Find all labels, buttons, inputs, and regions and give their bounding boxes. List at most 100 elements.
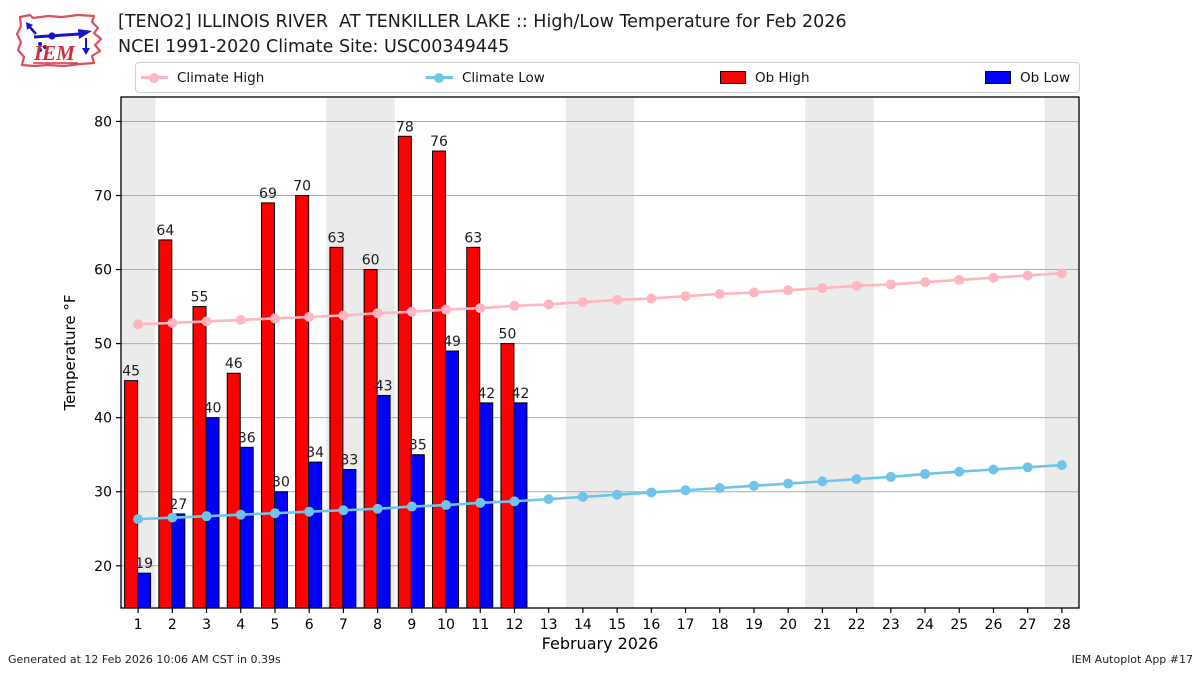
iem-logo: IEM — [15, 13, 103, 68]
climate-high-marker — [167, 317, 178, 328]
ob-high-label-day-5: 69 — [259, 186, 277, 202]
climate-low-marker — [817, 476, 828, 487]
climate-high-line — [138, 271, 1062, 326]
x-tick-label: 11 — [471, 617, 489, 633]
x-tick-label: 23 — [882, 617, 900, 633]
ob-high-label-day-4: 46 — [225, 356, 243, 372]
ob-low-bar-day-2 — [171, 513, 186, 609]
climate-low-marker — [920, 468, 931, 479]
climate-high-marker — [406, 306, 417, 317]
y-tick-label: 80 — [94, 114, 112, 130]
climate-high-marker — [851, 280, 862, 291]
climate-high-marker — [920, 277, 931, 288]
ob-high-label-day-11: 63 — [464, 230, 482, 246]
ob-low-label-day-5: 30 — [272, 475, 290, 491]
legend-item-ob-low: Ob Low — [985, 63, 1070, 92]
climate-high-marker — [783, 285, 794, 296]
climate-low-marker — [509, 496, 520, 507]
climate-low-marker — [1056, 460, 1067, 471]
climate-high-marker — [1056, 268, 1067, 279]
y-tick-label: 50 — [94, 337, 112, 353]
climate-low-line — [138, 463, 1062, 521]
ob-low-label-day-8: 43 — [375, 378, 393, 394]
climate-low-marker — [475, 497, 486, 508]
climate-high-marker — [748, 287, 759, 298]
ob-high-bar-day-7 — [329, 246, 344, 609]
ob-high-bar-day-1 — [124, 380, 139, 609]
ob-low-bar-day-10 — [445, 350, 460, 609]
climate-high-marker — [475, 303, 486, 314]
ob-low-label-day-4: 36 — [238, 430, 256, 446]
x-tick-label: 12 — [506, 617, 524, 633]
ob-low-bar-day-6 — [308, 461, 323, 609]
x-tick-label: 6 — [305, 617, 314, 633]
x-tick-label: 8 — [373, 617, 382, 633]
weekend-band — [805, 97, 840, 608]
x-tick-label: 9 — [407, 617, 416, 633]
climate-high-marker — [269, 313, 280, 324]
ob-low-label-day-11: 42 — [477, 386, 495, 402]
x-tick-label: 13 — [540, 617, 558, 633]
legend-label: Ob Low — [1020, 69, 1071, 86]
title-block: [TENO2] ILLINOIS RIVER AT TENKILLER LAKE… — [118, 10, 847, 60]
climate-low-marker — [406, 501, 417, 512]
legend-item-climate-high: Climate High — [141, 63, 264, 92]
climate-low-marker — [543, 494, 554, 505]
climate-high-marker — [612, 294, 623, 305]
y-tick-label: 70 — [94, 188, 112, 204]
ob-high-label-day-1: 45 — [122, 364, 140, 380]
climate-high-marker — [441, 304, 452, 315]
ob-low-bar-day-8 — [376, 394, 391, 609]
climate-high-marker — [646, 293, 657, 304]
ob-high-label-day-9: 78 — [396, 119, 414, 135]
chart-subtitle: NCEI 1991-2020 Climate Site: USC00349445 — [118, 37, 510, 57]
x-tick-label: 15 — [608, 617, 626, 633]
climate-high-marker — [543, 299, 554, 310]
climate-low-marker — [167, 512, 178, 523]
ob-low-bar-day-4 — [239, 446, 254, 609]
weekend-band — [839, 97, 874, 608]
ob-high-label-day-12: 50 — [499, 327, 517, 343]
x-tick-label: 19 — [745, 617, 763, 633]
climate-high-marker — [509, 300, 520, 311]
ob-high-bar-day-10 — [432, 150, 447, 609]
climate-high-marker — [304, 311, 315, 322]
climate-low-marker — [783, 478, 794, 489]
y-tick-label: 60 — [94, 263, 112, 279]
x-tick-label: 10 — [437, 617, 455, 633]
legend-label: Climate High — [177, 69, 265, 86]
x-tick-label: 3 — [202, 617, 211, 633]
y-tick-label: 20 — [94, 559, 112, 575]
ob-low-bar-day-1 — [137, 572, 152, 609]
ob-high-label-day-3: 55 — [191, 290, 209, 306]
climate-low-marker — [235, 509, 246, 520]
x-tick-label: 22 — [848, 617, 866, 633]
climate-high-marker — [338, 310, 349, 321]
climate-low-marker — [1022, 462, 1033, 473]
climate-high-marker — [954, 274, 965, 285]
climate-high-marker — [201, 316, 212, 327]
legend-label: Climate Low — [462, 69, 545, 86]
ob-high-bar-day-12 — [500, 343, 515, 609]
ob-high-bar-day-6 — [295, 194, 310, 609]
y-tick-label: 40 — [94, 411, 112, 427]
ob-high-label-day-10: 76 — [430, 134, 448, 150]
ob-low-label-day-12: 42 — [512, 386, 530, 402]
x-tick-label: 18 — [711, 617, 729, 633]
climate-high-marker — [235, 314, 246, 325]
ob-high-label-day-7: 63 — [327, 230, 345, 246]
climate-low-line-marker-icon — [426, 72, 453, 84]
climate-low-marker — [714, 483, 725, 494]
climate-low-marker — [304, 506, 315, 517]
climate-high-marker — [1022, 270, 1033, 281]
ob-high-bar-day-4 — [226, 372, 241, 609]
x-tick-label: 17 — [677, 617, 695, 633]
ob-high-bar-day-9 — [397, 135, 412, 609]
y-tick-label: 30 — [94, 485, 112, 501]
climate-low-marker — [954, 466, 965, 477]
climate-low-marker — [646, 487, 657, 498]
climate-low-marker — [441, 500, 452, 511]
climate-high-marker — [680, 291, 691, 302]
climate-low-marker — [577, 491, 588, 502]
